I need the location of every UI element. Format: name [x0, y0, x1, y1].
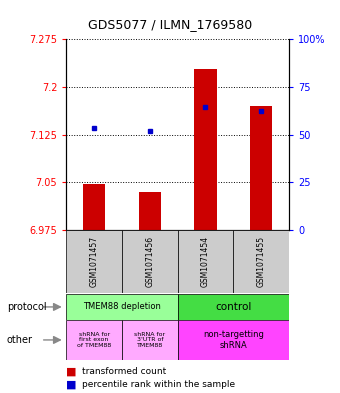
Bar	[178, 294, 289, 320]
Text: percentile rank within the sample: percentile rank within the sample	[82, 380, 235, 389]
Bar	[178, 230, 233, 293]
Text: GSM1071454: GSM1071454	[201, 236, 210, 287]
Text: GSM1071456: GSM1071456	[145, 236, 154, 287]
Text: GSM1071457: GSM1071457	[90, 236, 99, 287]
Bar	[194, 69, 217, 230]
Text: ■: ■	[66, 366, 77, 376]
Bar	[83, 184, 105, 230]
Text: non-targetting
shRNA: non-targetting shRNA	[203, 330, 264, 350]
Text: other: other	[7, 335, 33, 345]
Bar	[66, 230, 122, 293]
Bar	[178, 320, 289, 360]
Bar	[66, 294, 178, 320]
Text: transformed count: transformed count	[82, 367, 166, 376]
Bar	[122, 320, 178, 360]
Text: protocol: protocol	[7, 302, 47, 312]
Bar	[250, 106, 272, 230]
Bar	[233, 230, 289, 293]
Bar	[66, 320, 122, 360]
Text: shRNA for
3'UTR of
TMEM88: shRNA for 3'UTR of TMEM88	[134, 332, 165, 348]
Text: control: control	[215, 302, 252, 312]
Text: GDS5077 / ILMN_1769580: GDS5077 / ILMN_1769580	[88, 18, 252, 31]
Text: GSM1071455: GSM1071455	[257, 236, 266, 287]
Bar	[122, 230, 178, 293]
Text: ■: ■	[66, 379, 77, 389]
Bar	[139, 192, 161, 230]
Text: shRNA for
first exon
of TMEM88: shRNA for first exon of TMEM88	[77, 332, 111, 348]
Text: TMEM88 depletion: TMEM88 depletion	[83, 303, 161, 311]
